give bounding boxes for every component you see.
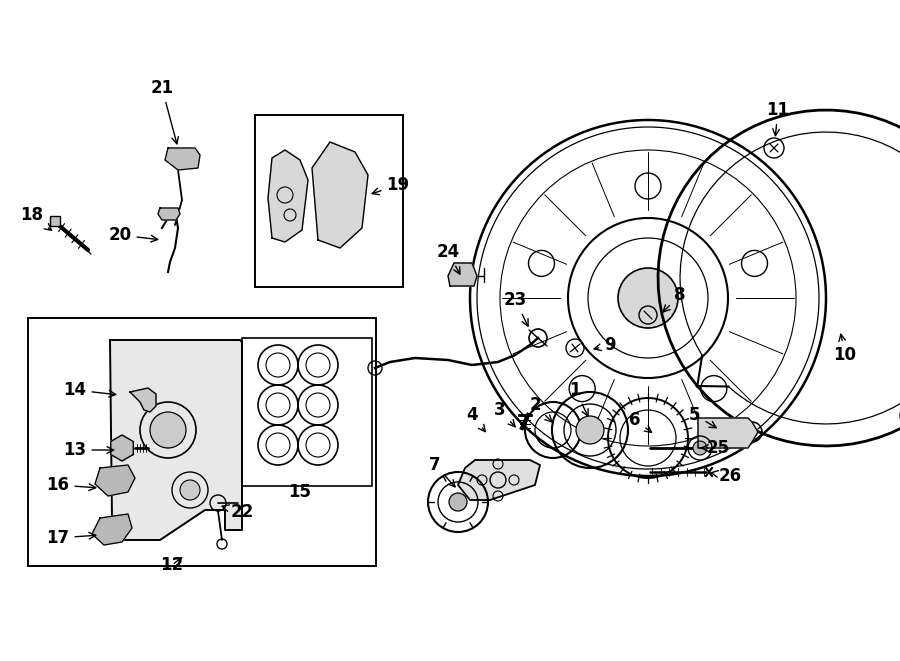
Polygon shape xyxy=(92,514,132,545)
Text: 7: 7 xyxy=(429,456,455,486)
Polygon shape xyxy=(95,465,135,496)
Text: 24: 24 xyxy=(436,243,460,274)
Circle shape xyxy=(449,493,467,511)
Circle shape xyxy=(693,441,707,455)
Circle shape xyxy=(576,416,604,444)
Text: 18: 18 xyxy=(21,206,51,230)
Text: 23: 23 xyxy=(503,291,528,326)
Text: 20: 20 xyxy=(108,226,158,244)
Text: 21: 21 xyxy=(150,79,178,144)
Polygon shape xyxy=(165,148,200,170)
Bar xyxy=(28,318,376,566)
Text: 6: 6 xyxy=(629,411,652,432)
Polygon shape xyxy=(448,263,477,286)
Text: 5: 5 xyxy=(689,406,716,428)
Text: 26: 26 xyxy=(711,467,742,485)
Text: 3: 3 xyxy=(494,401,515,427)
Text: 4: 4 xyxy=(466,406,485,432)
Bar xyxy=(242,338,372,486)
Text: 15: 15 xyxy=(289,483,311,501)
Polygon shape xyxy=(698,418,758,448)
Polygon shape xyxy=(268,150,308,242)
Circle shape xyxy=(618,268,678,328)
Polygon shape xyxy=(312,142,368,248)
Bar xyxy=(50,216,60,226)
Circle shape xyxy=(150,412,186,448)
Bar xyxy=(255,115,403,287)
Text: 13: 13 xyxy=(63,441,113,459)
Text: 8: 8 xyxy=(663,286,686,312)
Text: 1: 1 xyxy=(569,381,588,416)
Text: 17: 17 xyxy=(47,529,95,547)
Text: 16: 16 xyxy=(47,476,95,494)
Text: 14: 14 xyxy=(63,381,116,399)
Circle shape xyxy=(180,480,200,500)
Text: 19: 19 xyxy=(372,176,410,195)
Text: 11: 11 xyxy=(767,101,789,136)
Polygon shape xyxy=(158,208,180,220)
Polygon shape xyxy=(111,435,133,461)
Text: 25: 25 xyxy=(701,439,730,457)
Text: 22: 22 xyxy=(222,503,254,521)
Polygon shape xyxy=(110,340,242,540)
Text: 10: 10 xyxy=(833,334,857,364)
Text: 2: 2 xyxy=(529,396,552,422)
Text: 9: 9 xyxy=(594,336,616,354)
Polygon shape xyxy=(130,388,156,412)
Text: 12: 12 xyxy=(160,556,184,574)
Polygon shape xyxy=(458,460,540,500)
